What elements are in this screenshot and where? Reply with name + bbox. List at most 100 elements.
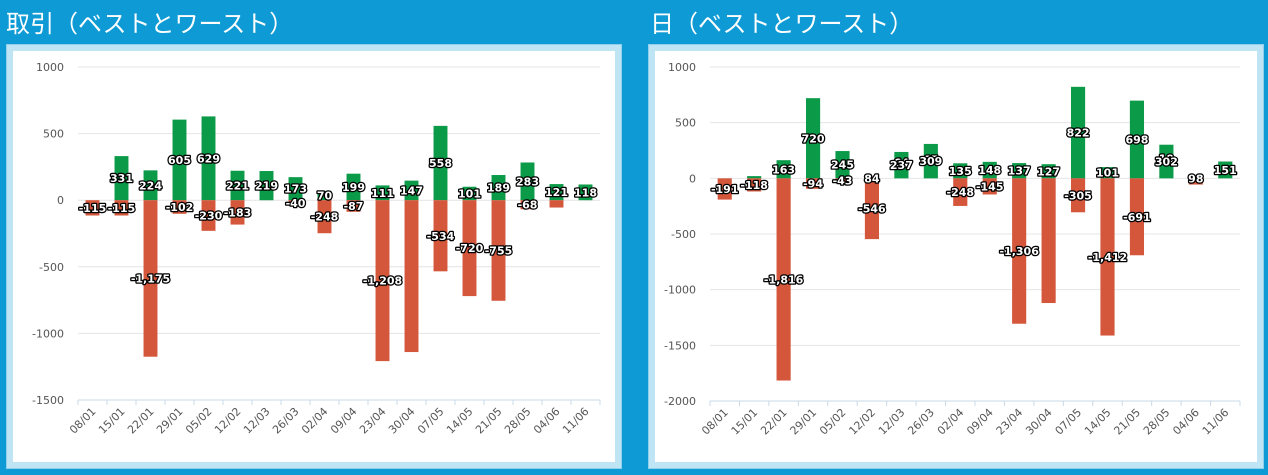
x-tick-label: 07/05	[1053, 406, 1085, 438]
bar-best	[1159, 144, 1174, 179]
bar-worst	[201, 200, 216, 231]
x-tick-label: 30/04	[1023, 406, 1055, 438]
x-tick-label: 14/05	[444, 405, 476, 437]
data-label: 224	[139, 179, 162, 192]
chart-title-trades: 取引（ベストとワースト）	[6, 10, 294, 38]
bar-worst	[1070, 178, 1086, 213]
data-label: 64	[894, 157, 910, 170]
y-tick-label: -2000	[664, 395, 696, 408]
bar-worst	[375, 200, 390, 362]
bar-best	[805, 98, 821, 179]
data-label: 302	[1155, 156, 1178, 169]
y-tick-label: -1000	[664, 284, 696, 297]
data-label: -546	[858, 203, 886, 216]
x-tick-label: 15/01	[96, 405, 128, 437]
x-tick-label: 12/03	[241, 405, 273, 437]
bar-best	[433, 125, 448, 201]
bar-best	[776, 160, 791, 179]
y-tick-label: -1500	[664, 339, 696, 352]
data-label: 309	[919, 155, 942, 168]
x-tick-label: 07/05	[415, 405, 447, 437]
x-tick-label: 15/01	[729, 406, 761, 438]
data-label: 720	[802, 132, 825, 145]
data-label: -248	[311, 211, 339, 224]
y-tick-label: 500	[675, 117, 696, 130]
y-tick-label: 1000	[36, 61, 64, 74]
bar-best	[520, 162, 535, 201]
x-tick-label: 12/03	[876, 406, 908, 438]
bar-best	[747, 176, 762, 179]
data-label: 698	[1125, 133, 1148, 146]
data-label: 19	[1159, 152, 1174, 165]
data-label: 148	[978, 164, 1001, 177]
data-label: 629	[197, 152, 220, 165]
data-label: 101	[1096, 167, 1119, 180]
bar-worst	[230, 200, 245, 225]
bar-best	[404, 180, 419, 201]
x-tick-label: 23/04	[994, 406, 1026, 438]
x-tick-label: 28/05	[1141, 406, 1173, 438]
bar-best	[894, 151, 909, 179]
bar-best	[953, 163, 968, 179]
data-label: 199	[342, 181, 365, 194]
bar-worst	[143, 200, 158, 357]
chart-frame-trades	[6, 44, 622, 469]
bar-worst	[982, 178, 997, 195]
x-tick-label: 21/05	[1111, 406, 1143, 438]
bar-best	[835, 151, 850, 179]
data-label: 558	[429, 157, 452, 170]
bar-worst	[717, 178, 732, 200]
data-label: 189	[487, 182, 510, 195]
bar-best	[923, 143, 938, 179]
data-label: -720	[456, 242, 484, 255]
data-label: 147	[400, 184, 423, 197]
bar-worst	[462, 200, 477, 297]
y-tick-label: 500	[43, 128, 64, 141]
x-tick-label: 09/04	[328, 405, 360, 437]
bar-best	[172, 119, 187, 201]
x-tick-label: 23/04	[357, 405, 389, 437]
x-tick-label: 08/01	[699, 406, 731, 438]
x-tick-label: 02/04	[935, 406, 967, 438]
y-tick-label: -500	[39, 261, 64, 274]
bar-worst	[114, 200, 129, 216]
x-tick-label: 04/06	[531, 405, 563, 437]
data-label: 237	[890, 159, 913, 172]
data-label: -118	[740, 179, 768, 192]
x-tick-label: 02/04	[299, 405, 331, 437]
bar-best	[491, 175, 506, 201]
data-label: -183	[224, 206, 252, 219]
x-tick-label: 12/02	[212, 405, 244, 437]
data-label: 283	[516, 175, 539, 188]
x-tick-label: 08/01	[67, 405, 99, 437]
bar-best	[1218, 161, 1233, 179]
x-tick-label: 11/06	[1200, 406, 1232, 438]
data-label: 331	[110, 172, 133, 185]
data-label: -43	[833, 175, 853, 188]
bar-best	[317, 190, 332, 201]
bar-best	[288, 177, 303, 201]
bar-worst	[1100, 178, 1115, 336]
data-label: -68	[518, 199, 538, 212]
data-label: 163	[772, 163, 795, 176]
data-label: -1,816	[764, 273, 804, 286]
x-tick-label: 21/05	[473, 405, 505, 437]
bar-worst	[835, 178, 850, 184]
bar-worst	[1129, 178, 1145, 256]
data-label: -94	[803, 178, 823, 191]
data-label: -755	[485, 244, 513, 257]
bar-worst	[776, 178, 791, 381]
y-tick-label: 0	[689, 172, 696, 185]
data-label: 84	[864, 172, 880, 185]
data-label: 121	[545, 186, 568, 199]
x-tick-label: 14/05	[1082, 406, 1114, 438]
data-label: 101	[458, 187, 481, 200]
data-label: 111	[371, 187, 394, 200]
bar-best	[549, 184, 564, 201]
data-label: 605	[168, 154, 191, 167]
x-tick-label: 04/06	[1170, 406, 1202, 438]
data-label: 65	[923, 153, 938, 166]
bar-worst	[404, 200, 419, 353]
bar-best	[1100, 167, 1115, 179]
x-tick-label: 22/01	[125, 405, 157, 437]
